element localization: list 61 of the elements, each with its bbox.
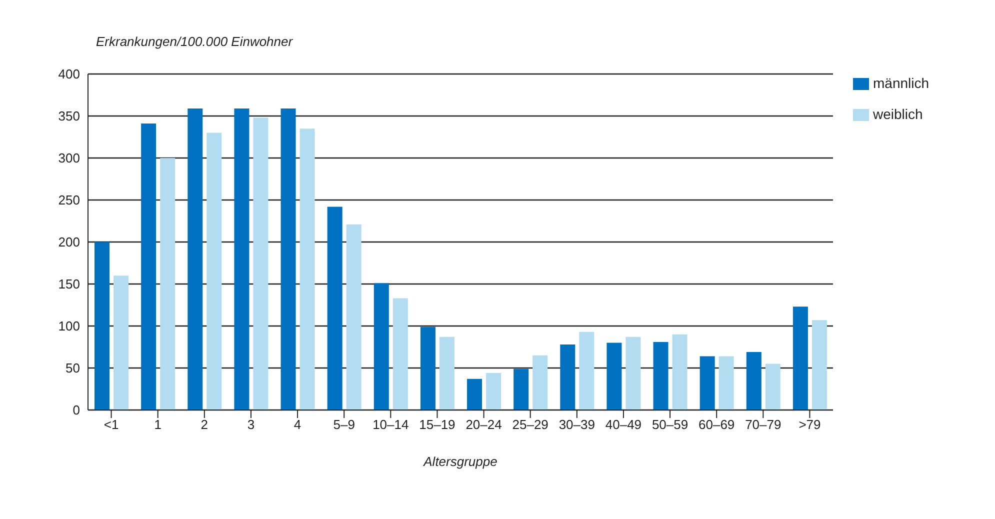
bar <box>812 320 827 410</box>
bar <box>346 224 362 410</box>
bar <box>700 356 715 410</box>
y-tick-label: 150 <box>58 276 80 292</box>
x-tick-label: 10–14 <box>372 417 409 432</box>
bar <box>579 332 594 410</box>
y-tick-label: 200 <box>58 234 80 250</box>
bar <box>514 368 529 410</box>
bar <box>374 283 389 410</box>
bar <box>253 118 268 410</box>
x-tick-label: 70–79 <box>745 417 782 432</box>
bar <box>626 336 641 410</box>
x-tick-label: 50–59 <box>652 417 688 432</box>
bar <box>114 276 129 410</box>
bar <box>653 342 668 410</box>
bar <box>234 108 250 410</box>
y-tick-label: 350 <box>58 108 80 124</box>
y-tick-label: 300 <box>58 150 80 166</box>
legend-label: weiblich <box>873 106 923 122</box>
bar <box>439 336 454 410</box>
bar <box>746 352 762 410</box>
x-tick-label: 3 <box>247 417 255 432</box>
y-tick-label: 400 <box>58 66 80 82</box>
y-tick-label: 50 <box>66 360 80 376</box>
bar <box>327 206 342 410</box>
bar <box>672 334 688 410</box>
bar <box>420 326 436 410</box>
x-tick-label: 5–9 <box>333 417 355 432</box>
y-tick-label: 0 <box>72 402 80 418</box>
x-tick-label: 25–29 <box>512 417 548 432</box>
bar <box>765 364 780 410</box>
bar <box>792 306 808 410</box>
bar <box>300 128 315 410</box>
x-tick-label: 1 <box>154 417 162 432</box>
bar <box>94 242 110 410</box>
y-axis-title: Erkrankungen/100.000 Einwohner <box>96 34 293 49</box>
bar <box>486 373 502 410</box>
bar <box>188 108 203 410</box>
x-tick-label: <1 <box>104 417 119 432</box>
bar <box>280 108 296 410</box>
legend-label: männlich <box>873 75 930 91</box>
bar <box>606 342 622 410</box>
bar <box>532 355 548 410</box>
y-tick-label: 100 <box>58 318 80 334</box>
bar <box>392 298 408 410</box>
bar <box>560 344 576 410</box>
x-tick-label: 30–39 <box>558 417 595 432</box>
bar <box>467 378 482 410</box>
x-axis-title: Altersgruppe <box>422 454 498 469</box>
x-tick-label: 2 <box>200 417 208 432</box>
bar <box>160 158 176 410</box>
x-tick-label: 60–69 <box>698 417 735 432</box>
y-tick-label: 250 <box>58 192 80 208</box>
x-tick-label: >79 <box>798 417 821 432</box>
bar <box>141 124 156 410</box>
x-tick-label: 40–49 <box>605 417 642 432</box>
x-tick-label: 15–19 <box>419 417 456 432</box>
bar <box>206 132 222 410</box>
x-tick-label: 20–24 <box>466 417 502 432</box>
x-tick-label: 4 <box>294 417 302 432</box>
bar <box>718 356 734 410</box>
